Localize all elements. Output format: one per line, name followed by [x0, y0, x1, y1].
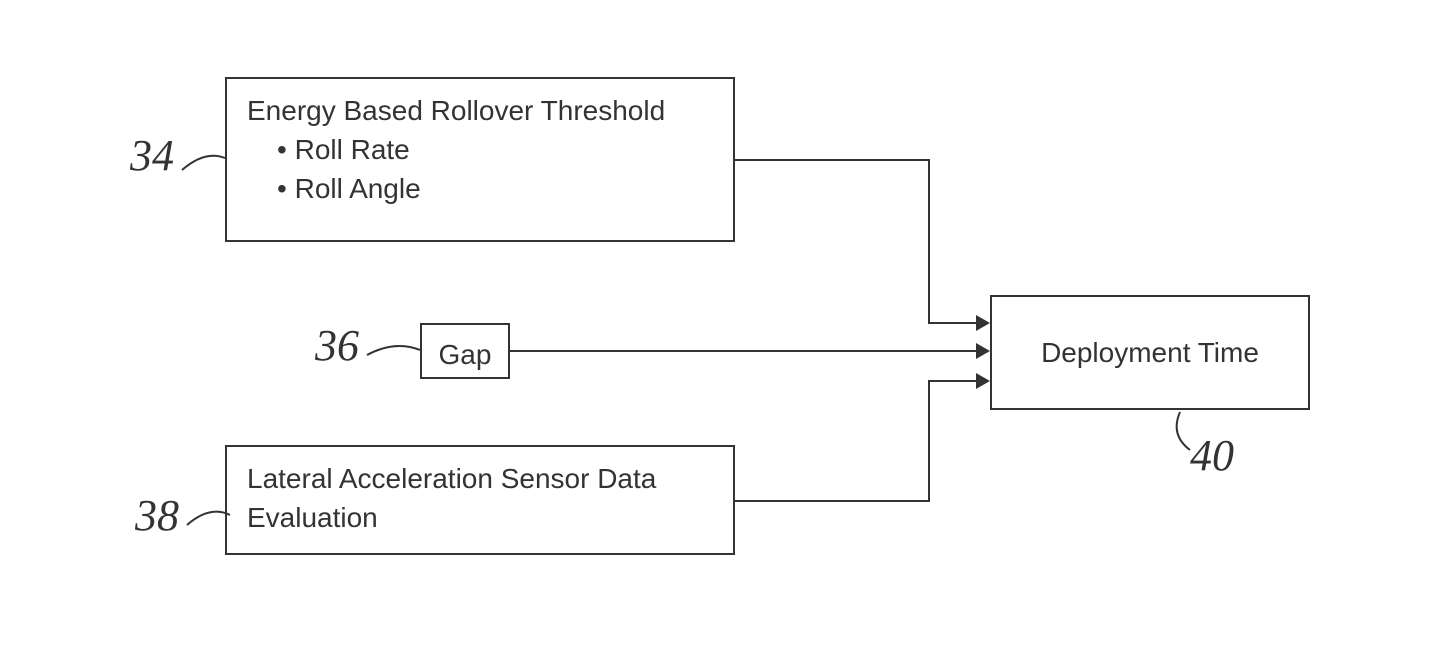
label-curve-40: [1155, 410, 1205, 460]
node-gap: Gap: [420, 323, 510, 379]
node-title: Deployment Time: [1041, 333, 1259, 372]
ref-label-38: 38: [135, 490, 179, 541]
label-curve-38: [185, 495, 235, 535]
edge-lateral-deployment: [735, 500, 930, 502]
label-curve-36: [365, 335, 425, 365]
ref-label-36: 36: [315, 320, 359, 371]
edge-energy-deployment: [735, 159, 930, 161]
node-energy-threshold: Energy Based Rollover Threshold Roll Rat…: [225, 77, 735, 242]
edge-lateral-deployment-h2: [928, 380, 978, 382]
bullet-roll-angle: Roll Angle: [277, 169, 713, 208]
edge-gap-deployment: [510, 350, 978, 352]
edge-energy-deployment-v: [928, 159, 930, 324]
label-curve-34: [180, 140, 230, 180]
arrow-lateral-deployment: [976, 373, 990, 389]
node-lateral-acceleration: Lateral Acceleration Sensor Data Evaluat…: [225, 445, 735, 555]
edge-energy-deployment-h2: [928, 322, 978, 324]
arrow-gap-deployment: [976, 343, 990, 359]
ref-label-34: 34: [130, 130, 174, 181]
bullet-roll-rate: Roll Rate: [277, 130, 713, 169]
node-title: Lateral Acceleration Sensor Data Evaluat…: [247, 459, 713, 537]
node-title: Gap: [432, 335, 498, 374]
node-deployment-time: Deployment Time: [990, 295, 1310, 410]
arrow-energy-deployment: [976, 315, 990, 331]
edge-lateral-deployment-v: [928, 380, 930, 502]
node-title: Energy Based Rollover Threshold: [247, 91, 713, 130]
